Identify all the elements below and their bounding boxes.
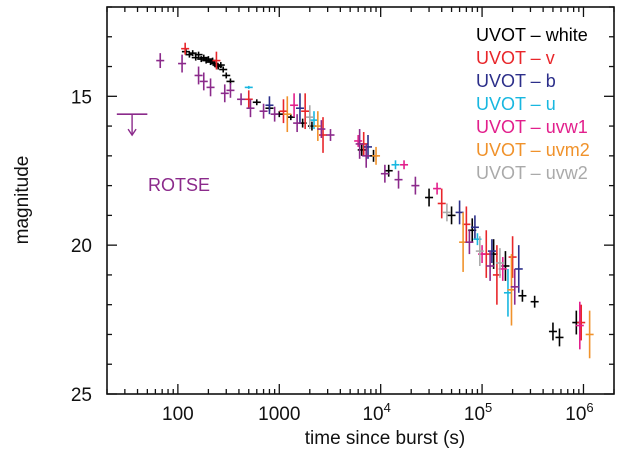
data-point (252, 99, 261, 106)
data-point (442, 203, 451, 222)
data-point (219, 66, 228, 73)
legend-entry: UVOT – u (476, 94, 556, 114)
data-point (487, 239, 496, 264)
data-point (212, 51, 221, 70)
data-point (495, 248, 504, 278)
data-point (181, 42, 190, 55)
data-point (362, 143, 371, 168)
data-point (394, 170, 403, 189)
upper-limit-arrow-head (127, 128, 137, 137)
x-tick-label: 104 (362, 400, 390, 425)
legend-entry: UVOT – uvw1 (476, 117, 588, 137)
y-tick-label: 25 (71, 385, 92, 406)
data-point (391, 160, 400, 170)
data-point (355, 129, 364, 159)
data-point (194, 66, 203, 85)
data-point (226, 82, 235, 98)
data-point (246, 99, 255, 118)
data-point (293, 114, 302, 133)
data-marks (116, 42, 594, 359)
data-point (465, 230, 474, 255)
data-point (178, 54, 187, 73)
data-point (411, 176, 420, 195)
data-point (447, 206, 456, 225)
data-point (237, 93, 246, 106)
data-point (555, 328, 564, 347)
data-point (319, 117, 328, 153)
data-point (486, 251, 495, 281)
data-point (503, 268, 512, 317)
data-point (433, 182, 442, 195)
rotse-annotation: ROTSE (148, 175, 210, 195)
legend-entry: UVOT – uvm2 (476, 140, 590, 160)
data-point (194, 51, 203, 58)
data-point (244, 90, 253, 109)
data-point (384, 164, 393, 177)
data-point (279, 99, 288, 124)
x-tick-label: 100 (162, 404, 194, 425)
y-axis-title: magnitude (12, 156, 33, 245)
data-point (475, 236, 484, 266)
data-point (326, 129, 335, 141)
data-point (199, 72, 208, 91)
x-tick-label: 1000 (258, 404, 300, 425)
data-point (270, 106, 279, 122)
data-point (510, 268, 519, 305)
data-point (244, 85, 253, 89)
upper-limit-marker (116, 113, 148, 137)
data-point (301, 93, 310, 130)
data-point (585, 310, 594, 359)
data-point (156, 53, 165, 69)
data-point (216, 62, 225, 69)
legend-entry: UVOT – b (476, 71, 556, 91)
data-point (508, 236, 517, 278)
data-point (259, 103, 268, 119)
x-tick-label: 105 (464, 400, 492, 425)
data-point (400, 160, 409, 170)
data-point (188, 50, 197, 57)
data-point (455, 200, 464, 225)
data-point (575, 301, 584, 350)
data-point (577, 304, 586, 341)
data-point (295, 93, 304, 124)
data-point (317, 120, 326, 138)
data-point (354, 135, 363, 147)
tick-labels: 100 1000 104 105 106 15 20 25 (71, 87, 594, 425)
axis-ticks (106, 6, 615, 395)
legend-entry: UVOT – white (476, 25, 588, 45)
data-point (206, 78, 215, 97)
data-point (425, 188, 434, 207)
y-tick-label: 20 (71, 236, 92, 257)
data-point (313, 111, 322, 141)
x-axis-title: time since burst (s) (305, 428, 465, 449)
data-point (290, 93, 299, 118)
data-point (530, 295, 539, 308)
data-point (514, 245, 523, 293)
data-point (380, 164, 389, 183)
legend: UVOT – white UVOT – v UVOT – b UVOT – u UVOT… (476, 25, 590, 183)
data-point (518, 289, 527, 302)
legend-entry: UVOT – v (476, 48, 555, 68)
y-tick-label: 15 (71, 87, 92, 108)
x-tick-label: 106 (565, 400, 593, 425)
data-point (372, 146, 381, 165)
data-point (220, 84, 229, 103)
data-point (265, 96, 274, 115)
data-point (548, 322, 557, 341)
data-point (222, 72, 231, 79)
legend-entry: UVOT – uvw2 (476, 163, 588, 183)
data-point (283, 96, 292, 133)
data-point (305, 105, 314, 130)
data-point (470, 215, 479, 240)
data-point (364, 135, 373, 159)
data-point (437, 188, 446, 219)
plot-frame (106, 6, 615, 395)
